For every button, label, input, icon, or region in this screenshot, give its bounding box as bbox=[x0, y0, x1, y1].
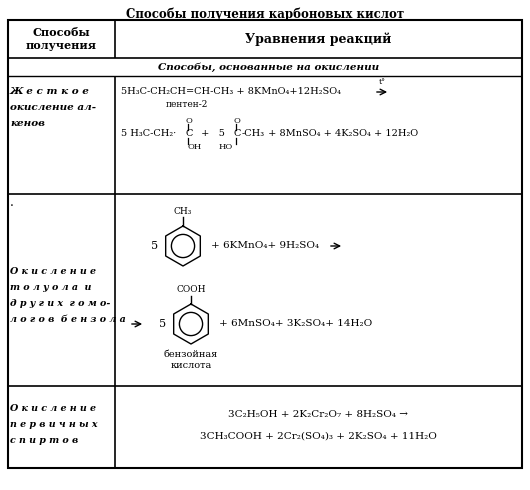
Text: CH₃: CH₃ bbox=[174, 206, 192, 216]
Text: Способы
получения: Способы получения bbox=[26, 27, 97, 51]
Text: C: C bbox=[233, 129, 241, 139]
Text: О к и с л е н и е: О к и с л е н и е bbox=[10, 268, 96, 276]
Text: + 6MnSO₄+ 3K₂SO₄+ 14H₂O: + 6MnSO₄+ 3K₂SO₄+ 14H₂O bbox=[219, 319, 372, 328]
Text: + 8MnSO₄ + 4K₂SO₄ + 12H₂O: + 8MnSO₄ + 4K₂SO₄ + 12H₂O bbox=[265, 129, 418, 139]
Text: О к и с л е н и е: О к и с л е н и е bbox=[10, 403, 96, 413]
Text: Уравнения реакций: Уравнения реакций bbox=[245, 32, 392, 46]
Text: 5: 5 bbox=[151, 241, 158, 251]
Text: Ж е с т к о е: Ж е с т к о е bbox=[10, 88, 90, 97]
Text: бензойная
кислота: бензойная кислота bbox=[164, 350, 218, 369]
Text: Способы получения карбоновых кислот: Способы получения карбоновых кислот bbox=[126, 7, 404, 21]
Text: 5H₃C‑CH₂CH=CH‑CH₃ + 8KMnO₄+12H₂SO₄: 5H₃C‑CH₂CH=CH‑CH₃ + 8KMnO₄+12H₂SO₄ bbox=[121, 88, 341, 97]
Text: п е р в и ч н ы х: п е р в и ч н ы х bbox=[10, 419, 98, 428]
Text: +   5: + 5 bbox=[198, 129, 225, 139]
Text: т о л у о л а  и: т о л у о л а и bbox=[10, 284, 91, 293]
Text: Способы, основанные на окислении: Способы, основанные на окислении bbox=[158, 62, 379, 72]
Text: 3CH₃COOH + 2Cr₂(SO₄)₃ + 2K₂SO₄ + 11H₂O: 3CH₃COOH + 2Cr₂(SO₄)₃ + 2K₂SO₄ + 11H₂O bbox=[200, 432, 437, 441]
Text: ‑CH₃: ‑CH₃ bbox=[242, 129, 265, 139]
Text: + 6KMnO₄+ 9H₂SO₄: + 6KMnO₄+ 9H₂SO₄ bbox=[211, 242, 319, 250]
Text: пентен-2: пентен-2 bbox=[166, 100, 208, 109]
Text: O: O bbox=[186, 117, 192, 125]
Text: 5 H₃C‑CH₂·: 5 H₃C‑CH₂· bbox=[121, 129, 176, 139]
Text: кенов: кенов bbox=[10, 120, 45, 128]
Text: 5: 5 bbox=[159, 319, 166, 329]
Text: C: C bbox=[185, 129, 192, 139]
Text: с п и р т о в: с п и р т о в bbox=[10, 436, 78, 444]
Text: д р у г и х  г о м о-: д р у г и х г о м о- bbox=[10, 299, 110, 309]
Text: л о г о в  б е н з о л а: л о г о в б е н з о л а bbox=[10, 316, 126, 324]
Text: O: O bbox=[234, 117, 241, 125]
Text: .: . bbox=[10, 196, 14, 209]
Text: COOH: COOH bbox=[176, 286, 206, 294]
Text: HO: HO bbox=[219, 143, 233, 151]
Text: 3C₂H₅OH + 2K₂Cr₂O₇ + 8H₂SO₄ →: 3C₂H₅OH + 2K₂Cr₂O₇ + 8H₂SO₄ → bbox=[228, 410, 409, 418]
Text: t°: t° bbox=[378, 78, 385, 86]
Text: OH: OH bbox=[187, 143, 201, 151]
Text: окисление ал-: окисление ал- bbox=[10, 103, 96, 113]
